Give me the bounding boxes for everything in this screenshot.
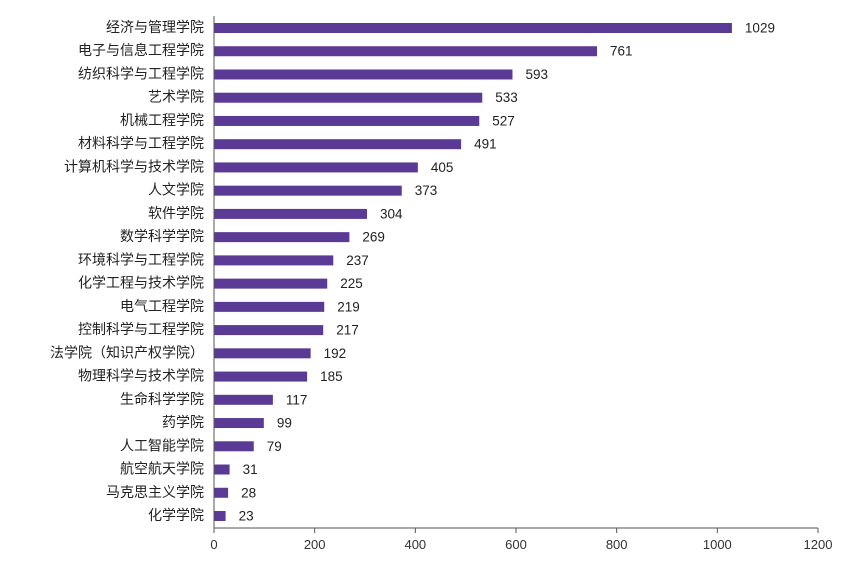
value-labels: 1029 761 593 533 527 491 405 373 304 269 237 225 219… [239, 21, 775, 524]
category-label: 生命科学学院 [120, 391, 204, 408]
value-label: 237 [346, 253, 369, 268]
value-label: 185 [320, 369, 343, 384]
value-label: 593 [525, 67, 548, 82]
bar [214, 255, 334, 266]
bar [214, 162, 418, 173]
category-labels: 经济与管理学院电子与信息工程学院纺织科学与工程学院艺术学院机械工程学院材料科学与… [50, 20, 204, 524]
bar [214, 185, 402, 196]
category-label: 经济与管理学院 [106, 20, 204, 36]
x-tick-label: 400 [404, 537, 426, 552]
bar [214, 232, 350, 243]
value-label: 192 [324, 346, 347, 361]
bar [214, 139, 462, 150]
value-label: 491 [474, 137, 497, 152]
category-label: 环境科学与工程学院 [78, 252, 204, 268]
x-tick-label: 1000 [703, 537, 732, 552]
value-label: 269 [362, 230, 385, 245]
category-label: 材料科学与工程学院 [78, 136, 204, 152]
category-label: 数学科学学院 [120, 229, 204, 245]
value-label: 31 [243, 462, 258, 477]
value-label: 219 [337, 299, 360, 314]
value-label: 373 [415, 183, 438, 198]
value-label: 527 [492, 113, 515, 128]
bar [214, 92, 483, 103]
x-tick-label: 1200 [804, 537, 833, 552]
bar [214, 46, 598, 57]
bar [214, 208, 368, 219]
category-label: 化学学院 [148, 508, 204, 524]
category-label: 物理科学与技术学院 [78, 369, 204, 385]
bar [214, 115, 480, 126]
value-label: 304 [380, 206, 403, 221]
bar [214, 278, 328, 289]
category-label: 计算机科学与技术学院 [64, 159, 204, 175]
category-label: 马克思主义学院 [106, 485, 204, 501]
value-label: 99 [277, 416, 292, 431]
bar [214, 348, 311, 359]
x-axis-ticks: 0 200 400 600 800 1000 1200 [210, 528, 832, 552]
category-label: 化学工程与技术学院 [78, 276, 204, 292]
category-label: 药学院 [162, 415, 204, 431]
category-label: 电子与信息工程学院 [78, 42, 204, 59]
value-label: 225 [340, 276, 363, 291]
category-label: 软件学院 [148, 206, 204, 222]
bar [214, 371, 308, 382]
value-label: 1029 [745, 21, 775, 36]
value-label: 533 [495, 90, 518, 105]
bar [214, 301, 325, 312]
value-label: 23 [239, 508, 254, 523]
value-label: 405 [431, 160, 454, 175]
x-tick-label: 600 [505, 537, 527, 552]
bar [214, 487, 229, 498]
bar [214, 325, 324, 336]
category-label: 法学院（知识产权学院） [50, 344, 204, 361]
category-label: 航空航天学院 [120, 462, 204, 478]
bar [214, 69, 513, 80]
bar [214, 23, 732, 33]
bar [214, 464, 230, 475]
x-tick-label: 200 [304, 537, 326, 552]
category-label: 纺织科学与工程学院 [78, 66, 204, 82]
category-label: 人工智能学院 [120, 438, 204, 454]
bar [214, 394, 273, 405]
category-label: 人文学院 [148, 183, 204, 199]
value-label: 79 [267, 439, 282, 454]
value-label: 28 [241, 485, 256, 500]
category-label: 电气工程学院 [120, 299, 204, 315]
category-label: 控制科学与工程学院 [78, 322, 204, 338]
x-tick-label: 800 [606, 537, 628, 552]
bar [214, 441, 254, 452]
x-tick-label: 0 [210, 537, 217, 552]
value-label: 217 [336, 323, 359, 338]
value-label: 117 [286, 392, 308, 407]
value-label: 761 [610, 44, 633, 59]
category-label: 艺术学院 [148, 90, 204, 106]
bars-group [214, 23, 732, 521]
bar [214, 510, 226, 521]
bar [214, 418, 264, 429]
category-label: 机械工程学院 [120, 113, 204, 129]
